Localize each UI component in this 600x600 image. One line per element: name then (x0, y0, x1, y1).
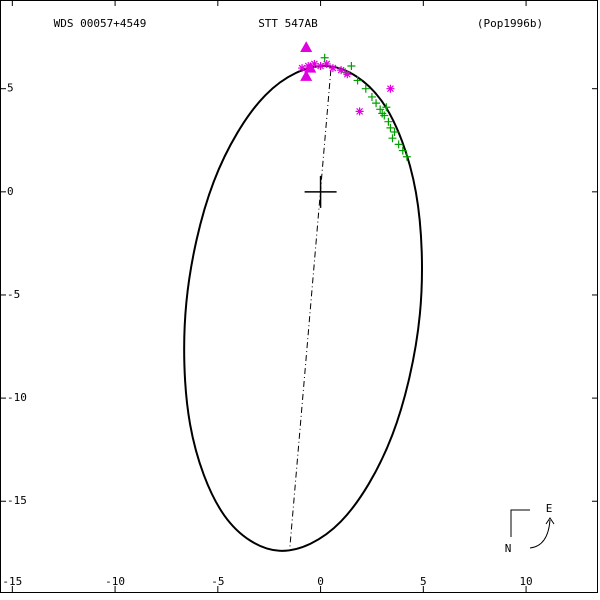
observation (380, 111, 389, 120)
observation (378, 109, 387, 118)
line-of-nodes (289, 70, 332, 549)
y-tick-label: 0 (7, 185, 14, 198)
observation (367, 92, 376, 101)
observation (394, 140, 403, 149)
observation (320, 53, 329, 62)
observation (300, 70, 313, 81)
observation (388, 134, 397, 143)
observation (361, 84, 370, 93)
primary-star (304, 175, 337, 208)
x-tick-label: 10 (519, 575, 532, 588)
compass-arrow (529, 517, 555, 549)
x-tick-label: -15 (2, 575, 22, 588)
observation (300, 41, 313, 53)
x-tick-label: -10 (105, 575, 125, 588)
observation (386, 84, 395, 93)
observation (398, 146, 407, 155)
observation (316, 62, 325, 71)
observation (355, 107, 364, 116)
x-tick-label: -5 (211, 575, 224, 588)
observation (372, 99, 381, 108)
orbit (183, 65, 423, 552)
compass-east: E (546, 502, 553, 515)
x-tick-label: 0 (317, 575, 324, 588)
observation (337, 66, 346, 75)
compass-north: N (505, 542, 512, 555)
observation (384, 117, 393, 126)
reference: (Pop1996b) (477, 17, 543, 30)
observation (402, 152, 411, 161)
observation (386, 123, 395, 132)
y-tick-label: -5 (7, 288, 20, 301)
observation (310, 59, 319, 68)
observation (343, 70, 352, 79)
observation (304, 61, 317, 73)
observation (328, 64, 337, 73)
observation (322, 59, 331, 68)
y-tick-label: -10 (7, 391, 27, 404)
x-tick-label: 5 (420, 575, 427, 588)
observation (376, 105, 385, 114)
observation (390, 128, 399, 137)
chart-title: STT 547AB (258, 17, 318, 30)
y-tick-label: 5 (7, 82, 14, 95)
observation (298, 64, 307, 73)
observation (347, 62, 356, 71)
compass-axes (510, 509, 530, 537)
observation (382, 103, 391, 112)
observation (353, 76, 362, 85)
y-tick-label: -15 (7, 494, 27, 507)
chart-subtitle: WDS 00057+4549 (54, 17, 147, 30)
